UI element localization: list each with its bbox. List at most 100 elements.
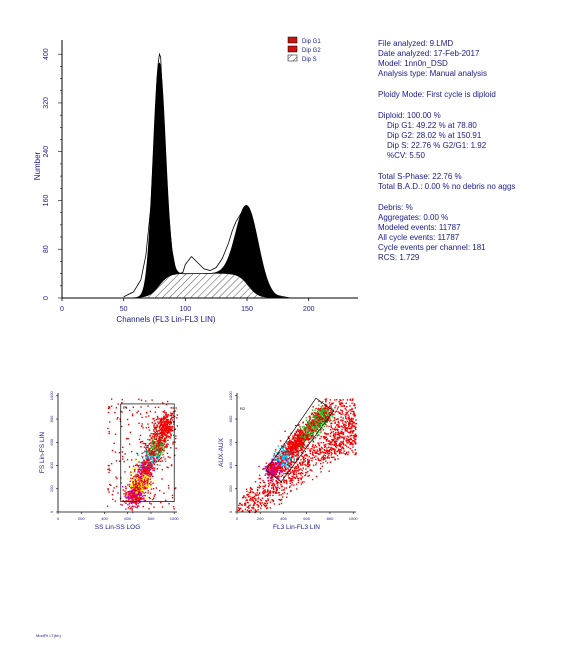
event-dot (127, 495, 129, 498)
event-dot (149, 447, 152, 449)
event-dot (321, 418, 323, 421)
event-dot (328, 416, 331, 419)
event-dot (352, 398, 354, 400)
event-dot (134, 464, 137, 466)
event-dot (162, 421, 164, 424)
event-dot (147, 490, 149, 492)
event-dot (246, 499, 248, 501)
event-dot (342, 399, 344, 401)
event-dot (146, 457, 149, 459)
event-dot (320, 446, 323, 449)
event-dot (350, 430, 352, 432)
event-dot (290, 477, 292, 480)
event-dot (147, 460, 149, 463)
event-dot (153, 449, 156, 451)
event-dot (276, 468, 279, 471)
event-dot (327, 410, 329, 412)
event-dot (282, 457, 284, 459)
event-dot (301, 436, 304, 439)
event-dot (156, 434, 158, 437)
event-dot (287, 448, 289, 451)
event-dot (166, 418, 168, 421)
event-dot (311, 412, 313, 414)
event-dot (281, 465, 283, 467)
event-dot (131, 468, 134, 470)
event-dot (263, 467, 265, 470)
event-dot (141, 481, 143, 483)
event-dot (344, 425, 346, 427)
event-dot (345, 412, 347, 414)
event-dot (149, 410, 152, 413)
event-dot (139, 464, 141, 467)
event-dot (129, 431, 132, 434)
event-dot (125, 497, 127, 499)
event-dot (158, 460, 160, 462)
event-dot (318, 447, 321, 450)
event-dot (155, 446, 158, 448)
event-dot (249, 490, 252, 492)
event-dot (145, 474, 147, 476)
event-dot (145, 466, 148, 468)
event-dot (321, 424, 323, 426)
event-dot (311, 424, 313, 427)
event-dot (159, 490, 161, 492)
event-dot (272, 469, 274, 471)
event-dot (328, 457, 330, 459)
event-dot (166, 426, 169, 429)
event-dot (164, 425, 167, 427)
event-dot (310, 457, 312, 459)
event-dot (307, 459, 309, 462)
event-dot (140, 487, 142, 489)
event-dot (175, 437, 177, 440)
event-dot (148, 496, 150, 499)
event-dot (170, 414, 173, 416)
event-dot (272, 486, 274, 488)
event-dot (155, 426, 158, 428)
event-dot (138, 422, 140, 424)
event-dot (291, 448, 293, 450)
event-dot (274, 471, 276, 473)
event-dot (297, 443, 299, 445)
event-dot (253, 502, 256, 504)
event-dot (160, 460, 162, 463)
event-dot (152, 453, 155, 455)
event-dot (170, 412, 172, 414)
event-dot (147, 456, 149, 458)
event-dot (137, 473, 139, 475)
event-dot (327, 419, 329, 421)
event-dot (133, 487, 136, 489)
event-dot (143, 461, 145, 463)
event-dot (156, 464, 159, 466)
event-dot (325, 460, 327, 462)
event-dot (159, 457, 162, 460)
event-dot (327, 411, 329, 413)
event-dot (348, 427, 351, 430)
event-dot (270, 470, 272, 472)
event-dot (246, 506, 248, 508)
event-dot (335, 418, 338, 421)
event-dot (165, 423, 168, 425)
event-dot (167, 432, 169, 434)
event-dot (152, 448, 154, 451)
event-dot (301, 426, 304, 428)
event-dot (142, 480, 145, 482)
event-dot (172, 441, 174, 443)
event-dot (159, 418, 161, 420)
event-dot (288, 465, 291, 467)
event-dot (281, 498, 283, 501)
event-dot (160, 418, 163, 421)
event-dot (161, 423, 163, 425)
event-dot (137, 454, 139, 456)
event-dot (352, 410, 354, 412)
event-dot (157, 430, 159, 432)
event-dot (273, 453, 275, 455)
event-dot (258, 478, 260, 480)
event-dot (147, 423, 149, 425)
event-dot (321, 422, 323, 424)
event-dot (299, 441, 301, 443)
event-dot (317, 408, 319, 410)
event-dot (346, 412, 349, 414)
event-dot (301, 429, 303, 431)
event-dot (281, 489, 283, 491)
event-dot (330, 461, 332, 463)
